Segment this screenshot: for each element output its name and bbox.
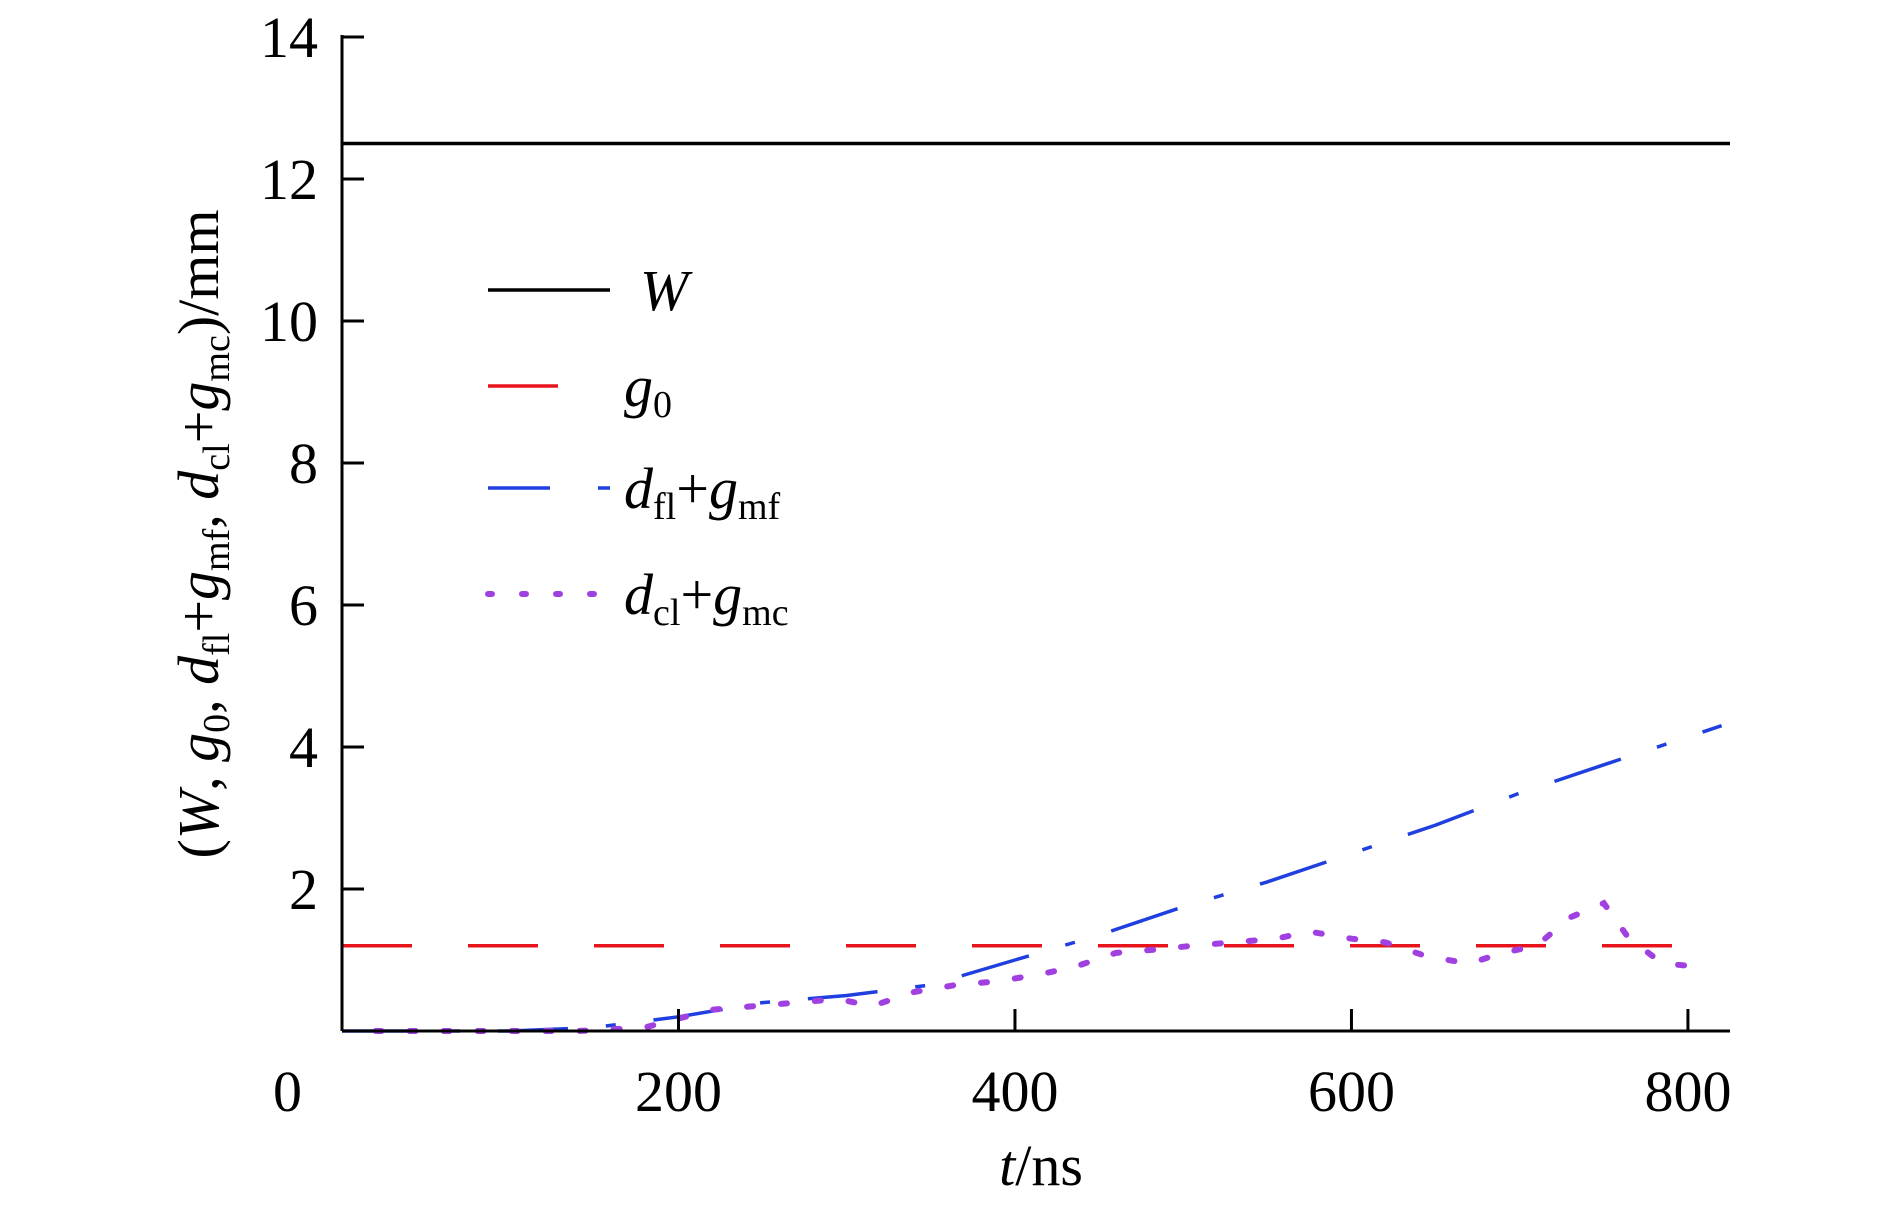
series-line-dcl_gmc: [372, 899, 1708, 1034]
plot-series: [342, 141, 1730, 1034]
y-tick-label-10: 10: [260, 289, 318, 354]
legend-label-dcl_gmc: dcl+gmc: [624, 562, 789, 634]
x-axis-title: t/ns: [999, 1133, 1083, 1198]
x-tick-label-800: 800: [1644, 1059, 1731, 1124]
x-axis-title-unit: /ns: [1015, 1133, 1083, 1198]
x-tick-label-0: 0: [273, 1059, 302, 1124]
legend-label-g0: g0: [624, 354, 672, 426]
y-tick-label-12: 12: [260, 147, 318, 212]
legend-label-dfl_gmf: dfl+gmf: [624, 456, 780, 528]
series-line-dfl_gmf: [342, 724, 1723, 1033]
y-tick-label-14: 14: [260, 5, 318, 70]
legend: Wg0 dfl+gmf dcl+gmc: [485, 258, 789, 634]
y-axis-title: (W, g0, dfl+gmf, dcl+gmc)/mm: [166, 209, 238, 858]
axis-titles: t/ns (W, g0, dfl+gmf, dcl+gmc)/mm: [166, 209, 1083, 1198]
x-axis-title-var: t: [999, 1133, 1017, 1198]
tick-labels: 2 4 6 8 10 12 14 0 200 400 600 800: [260, 5, 1731, 1124]
y-tick-label-8: 8: [289, 431, 318, 496]
y-tick-label-2: 2: [289, 857, 318, 922]
axes: [340, 35, 1730, 1033]
y-tick-label-6: 6: [289, 573, 318, 638]
y-tick-label-4: 4: [289, 715, 318, 780]
x-tick-label-400: 400: [971, 1059, 1058, 1124]
legend-label-W: W: [640, 258, 693, 323]
x-tick-label-600: 600: [1308, 1059, 1395, 1124]
x-tick-label-200: 200: [635, 1059, 722, 1124]
